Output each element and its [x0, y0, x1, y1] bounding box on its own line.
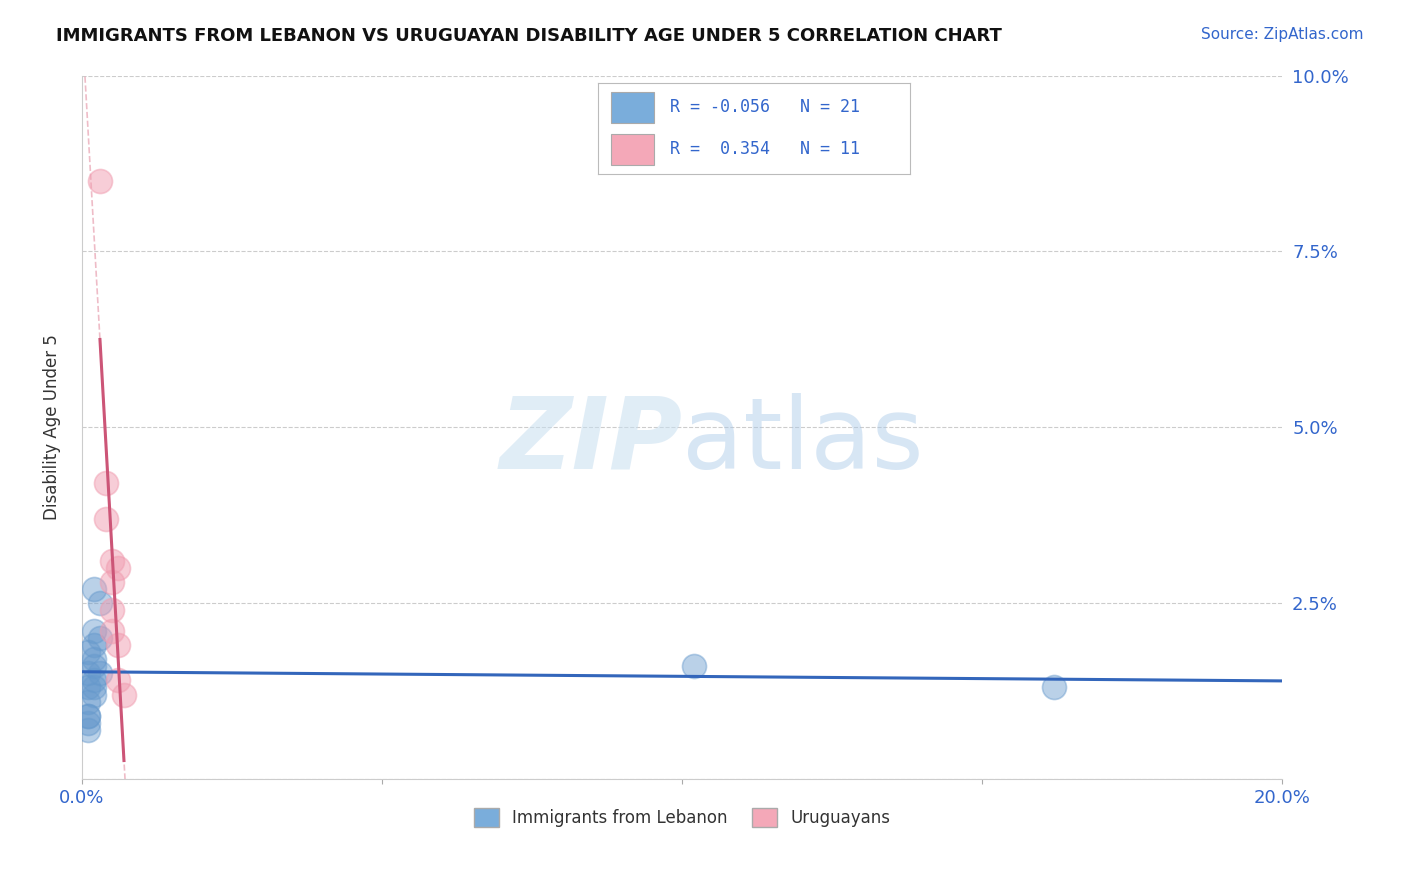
Point — [83, 688, 105, 702]
Point — [77, 723, 100, 737]
Point — [77, 645, 100, 659]
Point — [112, 688, 135, 702]
Point — [107, 561, 129, 575]
Point — [89, 596, 111, 610]
Point — [683, 659, 706, 673]
Point — [83, 652, 105, 666]
Point — [89, 174, 111, 188]
Point — [107, 673, 129, 688]
Text: Source: ZipAtlas.com: Source: ZipAtlas.com — [1201, 27, 1364, 42]
Point — [77, 681, 100, 695]
Point — [77, 715, 100, 730]
Point — [107, 638, 129, 652]
Point — [83, 638, 105, 652]
Point — [101, 574, 124, 589]
Point — [101, 603, 124, 617]
Point — [94, 511, 117, 525]
Y-axis label: Disability Age Under 5: Disability Age Under 5 — [44, 334, 60, 520]
Point — [83, 582, 105, 596]
Point — [101, 624, 124, 639]
Point — [89, 632, 111, 646]
Legend: Immigrants from Lebanon, Uruguayans: Immigrants from Lebanon, Uruguayans — [467, 801, 897, 834]
Point — [1043, 681, 1066, 695]
Point — [83, 681, 105, 695]
Text: IMMIGRANTS FROM LEBANON VS URUGUAYAN DISABILITY AGE UNDER 5 CORRELATION CHART: IMMIGRANTS FROM LEBANON VS URUGUAYAN DIS… — [56, 27, 1002, 45]
Point — [83, 624, 105, 639]
Point — [83, 673, 105, 688]
Point — [77, 694, 100, 708]
Point — [77, 708, 100, 723]
Point — [89, 666, 111, 681]
Point — [101, 554, 124, 568]
Point — [83, 659, 105, 673]
Text: ZIP: ZIP — [499, 392, 682, 490]
Point — [94, 476, 117, 491]
Point — [77, 666, 100, 681]
Point — [77, 708, 100, 723]
Text: atlas: atlas — [682, 392, 924, 490]
